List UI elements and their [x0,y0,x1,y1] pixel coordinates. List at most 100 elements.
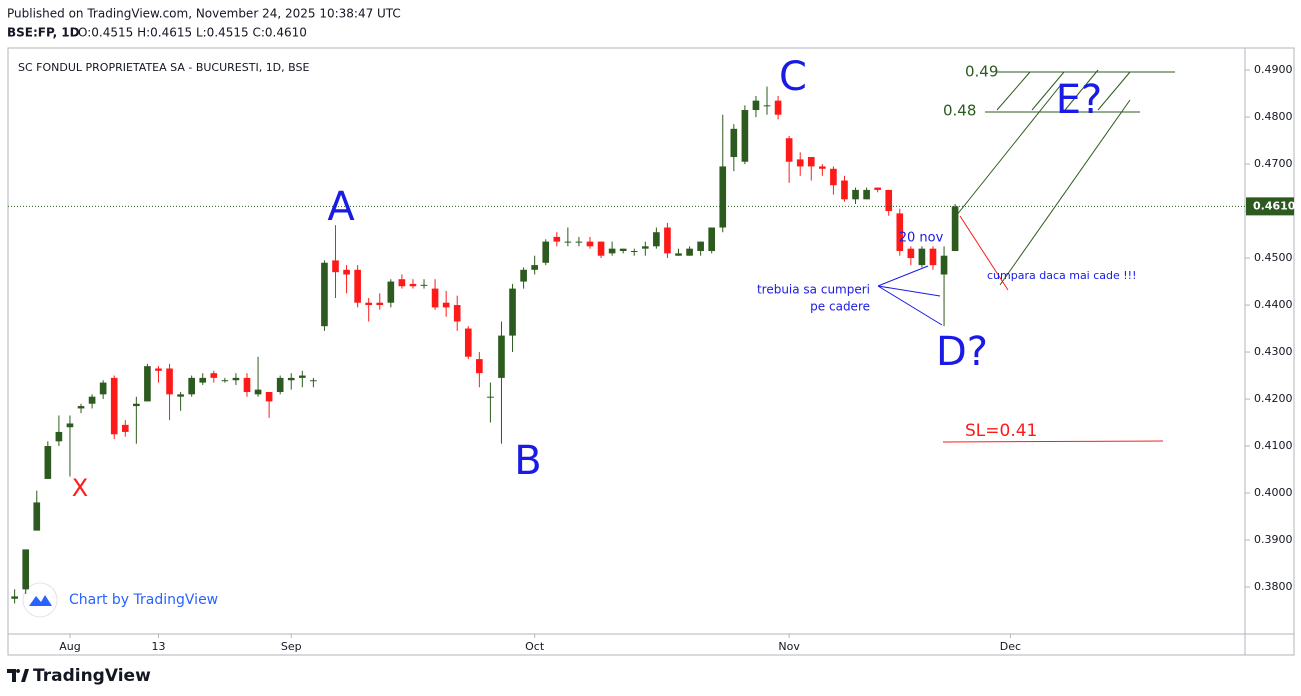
candle-body [708,227,716,252]
candle-body [697,241,704,252]
candle-body [796,159,804,167]
candle-body [564,241,572,243]
candle-body [741,110,749,162]
y-tick-label: 0.4700 [1254,157,1293,170]
pointer-line [877,265,929,287]
watermark-logo [22,582,58,618]
watermark-icon [29,595,52,606]
y-tick-label: 0.4800 [1254,110,1293,123]
annotation: X [72,474,88,502]
candle-body [686,248,693,256]
candle-body [774,100,782,115]
candle-body [121,424,129,432]
trend-line [1097,71,1131,111]
brand-icon [7,669,29,682]
y-tick-label: 0.4000 [1254,486,1293,499]
candle-body [531,265,538,270]
candle-body [133,403,140,407]
candle-body [33,502,41,531]
footer-logo: TradingView [7,666,151,686]
candle-body [321,262,328,327]
annotation: D? [936,329,988,375]
x-tick-label: Aug [59,640,80,653]
drawings [877,69,1175,443]
y-tick-label: 0.3900 [1254,533,1293,546]
candle-body [896,213,904,252]
candle-body [940,255,948,275]
candle-body [420,284,428,286]
candle-body [487,396,494,398]
candle-body [332,260,339,273]
y-tick-label: 0.4300 [1254,345,1293,358]
symbol: BSE:FP, 1D [7,26,80,40]
candle-body [354,269,361,303]
pointer-line [877,285,941,297]
annotation: 20 nov [899,231,944,246]
published-line: Published on TradingView.com, November 2… [7,7,401,21]
candle-body [907,248,915,259]
candle-body [929,248,937,266]
candle-body [88,396,96,404]
candle-body [287,377,295,381]
candle-body [951,206,959,252]
annotation: E? [1056,77,1103,123]
candle-body [664,227,671,254]
y-tick-label: 0.4900 [1254,63,1293,76]
y-tick-label: 0.4200 [1254,392,1293,405]
trend-line [999,99,1131,286]
x-tick-label: Dec [1000,640,1021,653]
candle-body [675,253,682,256]
candle-body [830,168,837,186]
candle-body [641,246,649,249]
candle-body [453,305,461,322]
candle-body [243,377,251,392]
candle-body [730,128,738,158]
chart-frame [7,47,1295,656]
candle-body [365,302,373,306]
candle-body [464,328,472,357]
pointer-line [877,285,943,326]
watermark-text: Chart by TradingView [69,592,218,608]
candle-body [232,377,240,381]
candle-body [199,377,207,383]
stop-loss-line [942,440,1164,443]
candle-body [265,391,273,402]
candle-body [608,248,616,254]
candle-body [719,166,727,228]
annotation: C [779,54,807,100]
candle-body [177,394,184,397]
candle-body [22,549,30,590]
x-tick-label: Sep [281,640,302,653]
candle-body [509,288,516,336]
trend-line [1031,71,1065,111]
candle-body [210,373,218,378]
annotation: B [514,438,541,484]
candle-body [785,138,793,162]
candle-body [885,189,893,212]
candle-body [343,269,350,275]
trend-line [1064,69,1099,111]
candle-body [575,241,583,243]
trend-line [955,85,1061,217]
candle-body [653,232,660,247]
candle-body [542,241,550,263]
candle-body [99,382,107,395]
candle-body [442,302,450,308]
candle-body [155,368,162,371]
candle-body [431,288,439,308]
candle-body [44,446,52,479]
candle-body [376,302,384,306]
candle-body [841,180,848,200]
annotation: pe cadere [810,300,870,314]
candle-body [298,375,306,378]
chart-title: SC FONDUL PROPRIETATEA SA - BUCURESTI, 1… [18,61,309,74]
candle-body [586,241,594,247]
candle-body [55,431,63,442]
x-tick-label: Oct [525,640,545,653]
ohlc: O:0.4515 H:0.4615 L:0.4515 C:0.4610 [78,26,307,40]
candle-body [763,105,771,107]
candle-body [597,241,605,256]
annotation: 0.49 [965,63,998,81]
y-tick-label: 0.4500 [1254,251,1293,264]
